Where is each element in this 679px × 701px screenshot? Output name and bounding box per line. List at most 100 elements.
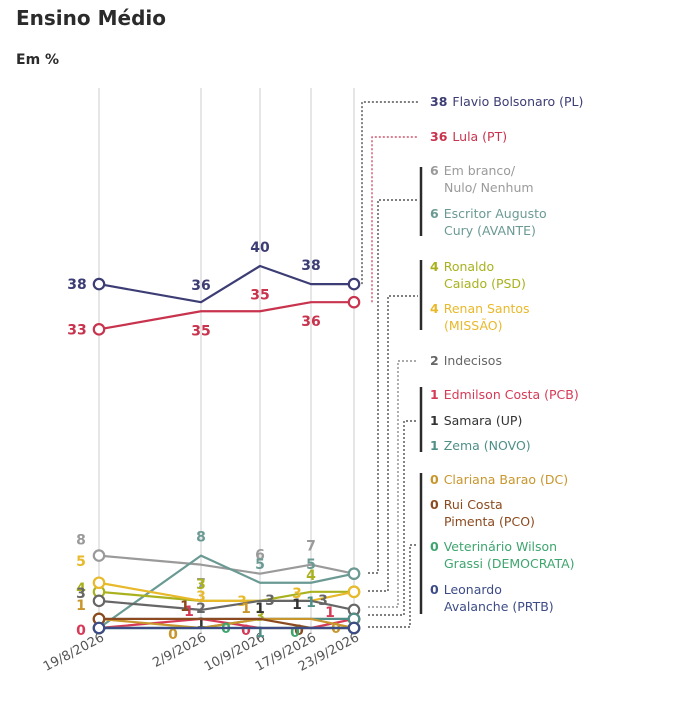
legend-label: Caiado (PSD) (444, 276, 526, 291)
data-label: 3 (196, 589, 206, 605)
legend-label: Pimenta (PCO) (444, 514, 535, 529)
legend-label: Grassi (DEMOCRATA) (444, 556, 575, 571)
data-label: 1 (184, 604, 194, 620)
data-label: 36 (301, 314, 320, 330)
legend-value: 36 (430, 129, 448, 144)
data-label: 8 (76, 533, 86, 549)
data-label: 1 (306, 595, 316, 611)
legend-entry: 1 Samara (UP) (430, 412, 522, 429)
legend-label: Veterinário Wilson (443, 539, 558, 554)
data-label: 3 (196, 577, 206, 593)
data-point (347, 585, 361, 599)
legend-label: Em branco/ (443, 163, 516, 178)
data-label: 1 (241, 601, 251, 617)
data-point (92, 323, 106, 336)
data-label: 5 (76, 554, 86, 570)
chart-subtitle: Em % (16, 52, 60, 68)
leader-line (368, 295, 418, 592)
data-label: 3 (255, 609, 265, 625)
legend-entry: 1 Zema (NOVO) (430, 437, 531, 454)
legend-label: Rui Costa (443, 497, 503, 512)
series-line (98, 301, 354, 331)
data-label: 3 (292, 586, 302, 602)
data-label: 0 (168, 627, 178, 643)
data-point (92, 549, 106, 562)
legend-value: 1 (430, 387, 439, 402)
data-label: 2 (196, 601, 206, 617)
legend-entry: 0 Clariana Barao (DC) (430, 471, 568, 488)
legend-entry: 0 Leonardo Avalanche (PRTB) (430, 581, 554, 615)
legend-label: Flavio Bolsonaro (PL) (452, 94, 584, 109)
series-line (98, 599, 355, 612)
legend-label: Escritor Augusto (443, 206, 547, 221)
legend-entry: 6 Em branco/Nulo/ Nenhum (430, 162, 534, 196)
data-label: 8 (196, 530, 206, 546)
data-label: 3 (318, 593, 328, 609)
leader-line (368, 360, 418, 608)
legend-value: 4 (430, 301, 439, 316)
data-label: 3 (265, 593, 275, 609)
legend-value: 6 (430, 163, 439, 178)
legend-value: 1 (430, 438, 439, 453)
data-label: 0 (294, 623, 304, 639)
leader-line (368, 544, 418, 628)
data-label: 1 (76, 598, 86, 614)
data-label: 33 (67, 322, 86, 338)
data-label: 4 (306, 568, 316, 584)
data-label: 35 (191, 323, 210, 339)
legend-label: Clariana Barao (DC) (443, 472, 569, 487)
legend-entry: 0 Veterinário Wilson Grassi (DEMOCRATA) (430, 538, 575, 572)
data-label: 4 (76, 581, 86, 597)
data-label: 38 (301, 258, 320, 274)
legend-label: Cury (AVANTE) (444, 223, 536, 238)
data-label: 35 (250, 287, 269, 303)
legend-label: Lula (PT) (452, 129, 508, 144)
data-label: 40 (250, 240, 270, 256)
legend-entry: 4 Renan Santos (MISSÃO) (430, 300, 530, 334)
data-point (347, 567, 361, 580)
data-label: 38 (67, 277, 86, 293)
legend-value: 38 (430, 94, 448, 109)
legend-label: Edmilson Costa (PCB) (443, 387, 579, 402)
legend-value: 0 (430, 497, 439, 512)
legend-entry: 1 Edmilson Costa (PCB) (430, 386, 579, 403)
data-label: 1 (196, 616, 206, 632)
data-point (92, 277, 106, 291)
data-label: 5 (306, 557, 316, 573)
series-line (98, 554, 355, 629)
legend-value: 2 (430, 353, 439, 368)
leader-line (368, 420, 418, 616)
data-label: 1 (180, 599, 190, 615)
leader-line (361, 101, 418, 285)
data-label: 0 (290, 625, 300, 641)
legend-entry: 6 Escritor Augusto Cury (AVANTE) (430, 205, 547, 239)
legend-entry: 0 Rui Costa Pimenta (PCO) (430, 496, 535, 530)
data-label: 3 (76, 586, 86, 602)
series-line (98, 554, 355, 575)
legend-label: (MISSÃO) (444, 318, 503, 333)
data-label: 3 (237, 594, 247, 610)
leader-line (368, 199, 418, 574)
legend-entry: 4 Ronaldo Caiado (PSD) (430, 258, 526, 292)
data-label: 0 (76, 623, 86, 639)
data-point (92, 576, 106, 590)
data-label: 1 (292, 597, 302, 613)
legend-value: 0 (430, 472, 439, 487)
legend-value: 4 (430, 259, 439, 274)
data-point (347, 621, 361, 635)
x-tick-label: 2/9/2026 (150, 630, 209, 671)
legend-label: Renan Santos (443, 301, 530, 316)
legend-value: 0 (430, 539, 439, 554)
legend-entry: 38 Flavio Bolsonaro (PL) (430, 93, 583, 110)
leader-line (371, 136, 418, 303)
data-label: 36 (191, 278, 210, 294)
data-label: 1 (325, 605, 335, 621)
data-label: 1 (255, 625, 265, 641)
data-label: 1 (255, 601, 265, 617)
legend-label: Nulo/ Nenhum (444, 180, 534, 195)
data-label: 7 (196, 577, 206, 593)
data-point (92, 594, 106, 608)
legend-entry: 2 Indecisos (430, 352, 502, 369)
legend-label: Avalanche (PRTB) (444, 599, 554, 614)
